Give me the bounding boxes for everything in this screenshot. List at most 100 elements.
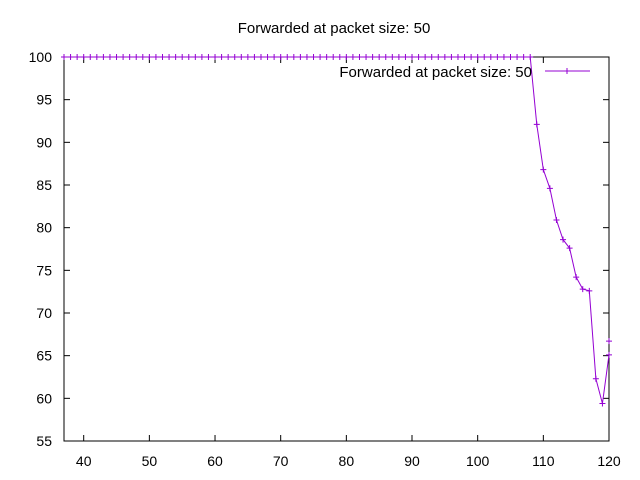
- data-point-marker: [126, 54, 133, 60]
- data-point-marker: [514, 54, 521, 60]
- data-point-marker: [468, 54, 475, 60]
- data-point-marker: [284, 54, 291, 60]
- data-point-marker: [212, 54, 219, 60]
- data-point-marker: [494, 54, 501, 60]
- data-point-marker: [428, 54, 435, 60]
- data-point-marker: [303, 54, 310, 60]
- data-point-marker: [500, 54, 507, 60]
- data-point-marker: [74, 54, 81, 60]
- legend: Forwarded at packet size: 50: [339, 64, 590, 81]
- data-point-marker: [67, 54, 74, 60]
- data-point-marker: [343, 54, 350, 60]
- data-point-marker: [461, 54, 468, 60]
- data-point-marker: [61, 54, 67, 60]
- x-tick-label: 50: [142, 453, 158, 469]
- y-tick-label: 75: [36, 262, 52, 278]
- data-point-marker: [100, 54, 107, 60]
- data-point-marker: [481, 54, 488, 60]
- data-point-marker: [152, 54, 159, 60]
- y-tick-label: 60: [36, 390, 52, 406]
- data-point-marker: [120, 54, 127, 60]
- data-point-marker: [146, 54, 153, 60]
- data-point-marker: [310, 54, 317, 60]
- data-point-marker: [277, 54, 284, 60]
- data-point-marker: [599, 400, 606, 407]
- data-point-marker: [225, 54, 232, 60]
- data-point-marker: [573, 274, 580, 281]
- data-point-marker: [376, 54, 383, 60]
- data-point-marker: [540, 166, 547, 173]
- data-point-marker: [317, 54, 324, 60]
- plot-border: [63, 56, 610, 442]
- data-point-marker: [553, 216, 560, 223]
- data-point-marker: [172, 54, 179, 60]
- data-point-marker: [205, 54, 212, 60]
- data-point-marker: [349, 54, 356, 60]
- data-point-marker: [454, 54, 461, 60]
- data-point-marker: [527, 54, 534, 60]
- data-point-marker: [546, 185, 553, 192]
- data-point-marker: [402, 54, 409, 60]
- data-point-marker: [231, 54, 238, 60]
- data-point-marker: [474, 54, 481, 60]
- y-tick-label: 70: [36, 305, 52, 321]
- x-tick-label: 110: [532, 453, 555, 469]
- data-point-marker: [271, 54, 278, 60]
- data-point-marker: [606, 351, 612, 358]
- x-tick-label: 90: [404, 453, 420, 469]
- chart-title: Forwarded at packet size: 50: [238, 20, 431, 37]
- data-point-marker: [579, 286, 586, 293]
- x-tick-label: 120: [597, 453, 621, 469]
- data-point-marker: [566, 245, 573, 252]
- data-point-marker: [323, 54, 330, 60]
- y-tick-label: 80: [36, 220, 52, 236]
- data-point-marker: [586, 287, 593, 294]
- ticks: 40 50 60 70 80 90 100 110 120 55 60 65 70 75 80 85 90 95 1…: [29, 49, 621, 469]
- data-point-marker: [363, 54, 370, 60]
- data-point-marker: [560, 236, 567, 243]
- data-point-marker: [422, 54, 429, 60]
- data-point-marker: [395, 54, 402, 60]
- data-point-marker: [185, 54, 192, 60]
- data-point-marker: [520, 54, 527, 60]
- data-point-marker: [166, 54, 173, 60]
- data-point-marker: [382, 54, 389, 60]
- data-point-marker: [487, 54, 494, 60]
- legend-sample: [545, 68, 590, 74]
- data-point-marker: [330, 54, 337, 60]
- data-point-marker: [264, 54, 271, 60]
- data-point-marker: [244, 54, 251, 60]
- y-tick-label: 55: [36, 433, 52, 449]
- data-point-marker: [441, 54, 448, 60]
- data-point-marker: [448, 54, 455, 60]
- data-point-marker: [369, 54, 376, 60]
- data-point-marker: [80, 54, 87, 60]
- axes: [63, 56, 610, 442]
- x-tick-label: 100: [466, 453, 490, 469]
- y-tick-label: 85: [36, 177, 52, 193]
- y-tick-label: 90: [36, 134, 52, 150]
- data-point-marker: [290, 54, 297, 60]
- data-point-marker: [218, 54, 225, 60]
- data-point-marker: [409, 54, 416, 60]
- data-point-marker: [93, 54, 100, 60]
- data-point-marker: [389, 54, 396, 60]
- x-tick-label: 80: [339, 453, 355, 469]
- data-point-marker: [192, 54, 199, 60]
- data-point-marker: [336, 54, 343, 60]
- data-point-marker: [507, 54, 514, 60]
- data-point-marker: [159, 54, 166, 60]
- data-point-marker: [251, 54, 258, 60]
- data-point-marker: [113, 54, 120, 60]
- series-line: [64, 56, 610, 404]
- data-point-marker: [415, 54, 422, 60]
- data-point-marker: [257, 54, 264, 60]
- data-point-marker: [606, 338, 612, 345]
- data-point-marker: [139, 54, 146, 60]
- y-tick-label: 95: [36, 92, 52, 108]
- y-tick-label: 100: [29, 49, 53, 65]
- data-point-marker: [435, 54, 442, 60]
- x-tick-label: 60: [207, 453, 223, 469]
- data-point-marker: [356, 54, 363, 60]
